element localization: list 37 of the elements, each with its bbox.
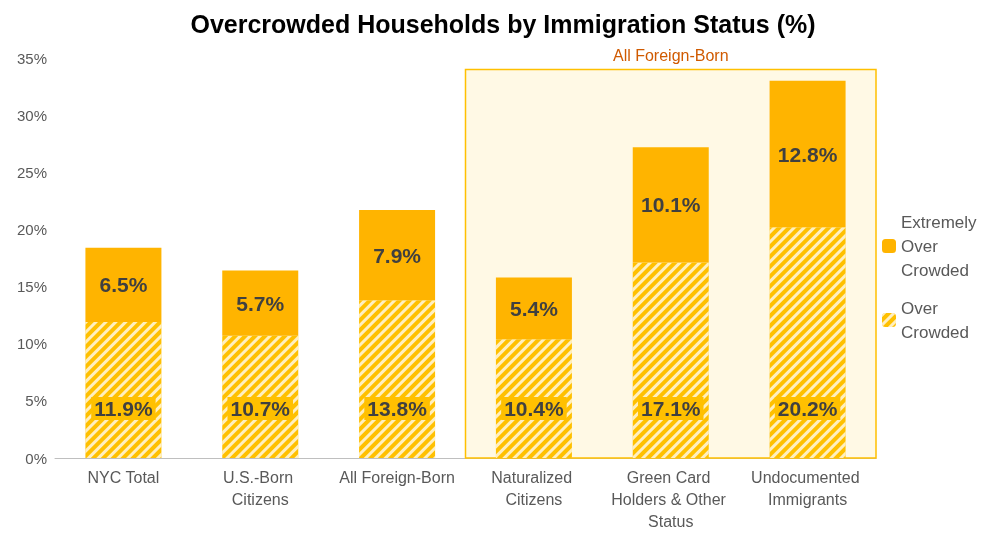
y-tick-label: 20% — [16, 220, 47, 238]
text: Over Crowded — [901, 298, 970, 342]
data-label: 10.7% — [230, 397, 291, 420]
y-tick-label: 25% — [16, 163, 47, 181]
bar — [85, 247, 162, 322]
y-tick-label: 10% — [16, 335, 47, 353]
data-label: 10.1% — [640, 193, 701, 217]
y-tick-label: 30% — [16, 106, 47, 124]
x-tick-label: U.S.-Born Citizens — [222, 468, 298, 508]
y-tick-label: 15% — [16, 278, 47, 296]
x-tick-label: NYC Total — [87, 468, 160, 486]
data-label: 10.4% — [504, 397, 565, 420]
data-label: 17.1% — [640, 397, 701, 420]
bar — [632, 147, 709, 263]
data-label: 6.5% — [99, 273, 148, 297]
x-tick-label: Naturalized Citizens — [491, 468, 577, 508]
data-label: 5.4% — [509, 296, 559, 320]
data-label: 13.8% — [367, 397, 428, 420]
data-label: 20.2% — [777, 397, 838, 420]
text: Extremely — [901, 212, 977, 232]
legend-label: Over Crowded — [901, 236, 970, 280]
x-tick-label: Green Card Holders & Other Status — [611, 468, 731, 530]
data-label: 7.9% — [373, 243, 422, 267]
data-label: 12.8% — [777, 142, 838, 166]
data-label: 11.9% — [94, 397, 153, 420]
bar — [495, 277, 572, 340]
data-label: 5.7% — [236, 291, 285, 315]
bar — [359, 210, 436, 301]
bar — [222, 270, 299, 336]
y-tick-label: 35% — [16, 49, 47, 67]
y-tick-label: 5% — [25, 392, 47, 410]
chart-title: Overcrowded Households by Immigration Status (%) — [190, 9, 816, 38]
bar — [769, 80, 846, 228]
x-tick-label: All Foreign-Born — [339, 468, 455, 486]
band-label: All Foreign-Born — [612, 47, 729, 65]
x-tick-label: Undocumented Immigrants — [751, 468, 865, 508]
y-tick-label: 0% — [25, 449, 47, 467]
